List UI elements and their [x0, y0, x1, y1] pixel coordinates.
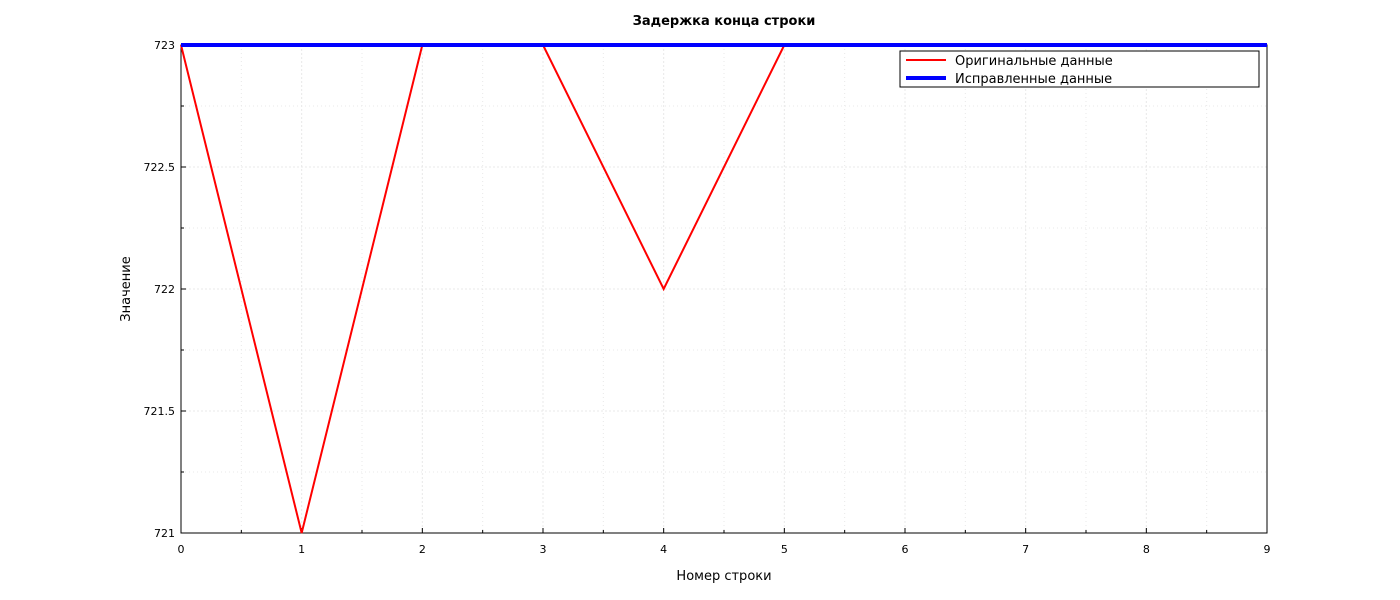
x-tick-label: 9: [1264, 543, 1271, 556]
x-tick-label: 7: [1022, 543, 1029, 556]
legend-entry-corrected: Исправленные данные: [955, 72, 1112, 87]
x-tick-label: 4: [660, 543, 667, 556]
x-tick-label: 0: [178, 543, 185, 556]
y-tick-label: 722: [154, 283, 175, 296]
x-tick-label: 5: [781, 543, 788, 556]
x-tick-label: 2: [419, 543, 426, 556]
x-tick-label: 1: [298, 543, 305, 556]
legend: Оригинальные данные Исправленные данные: [899, 50, 1260, 88]
x-tick-label: 8: [1143, 543, 1150, 556]
legend-entry-original: Оригинальные данные: [955, 54, 1113, 69]
x-tick-label: 6: [902, 543, 909, 556]
x-axis-label: Номер строки: [676, 569, 771, 584]
legend-box: [899, 50, 1260, 88]
y-axis-label: Значение: [119, 256, 134, 321]
chart-title: Задержка конца строки: [633, 14, 816, 29]
x-tick-label: 3: [540, 543, 547, 556]
series-lines: [180, 43, 1267, 534]
y-tick-label: 723: [154, 39, 175, 52]
y-tick-label: 721.5: [144, 405, 176, 418]
y-tick-label: 722.5: [144, 161, 176, 174]
axis-ticks: 0 1 2 3 4 5 6 7 8 9 721 721.5 722 722.5 723: [144, 39, 1271, 556]
y-tick-label: 721: [154, 527, 175, 540]
